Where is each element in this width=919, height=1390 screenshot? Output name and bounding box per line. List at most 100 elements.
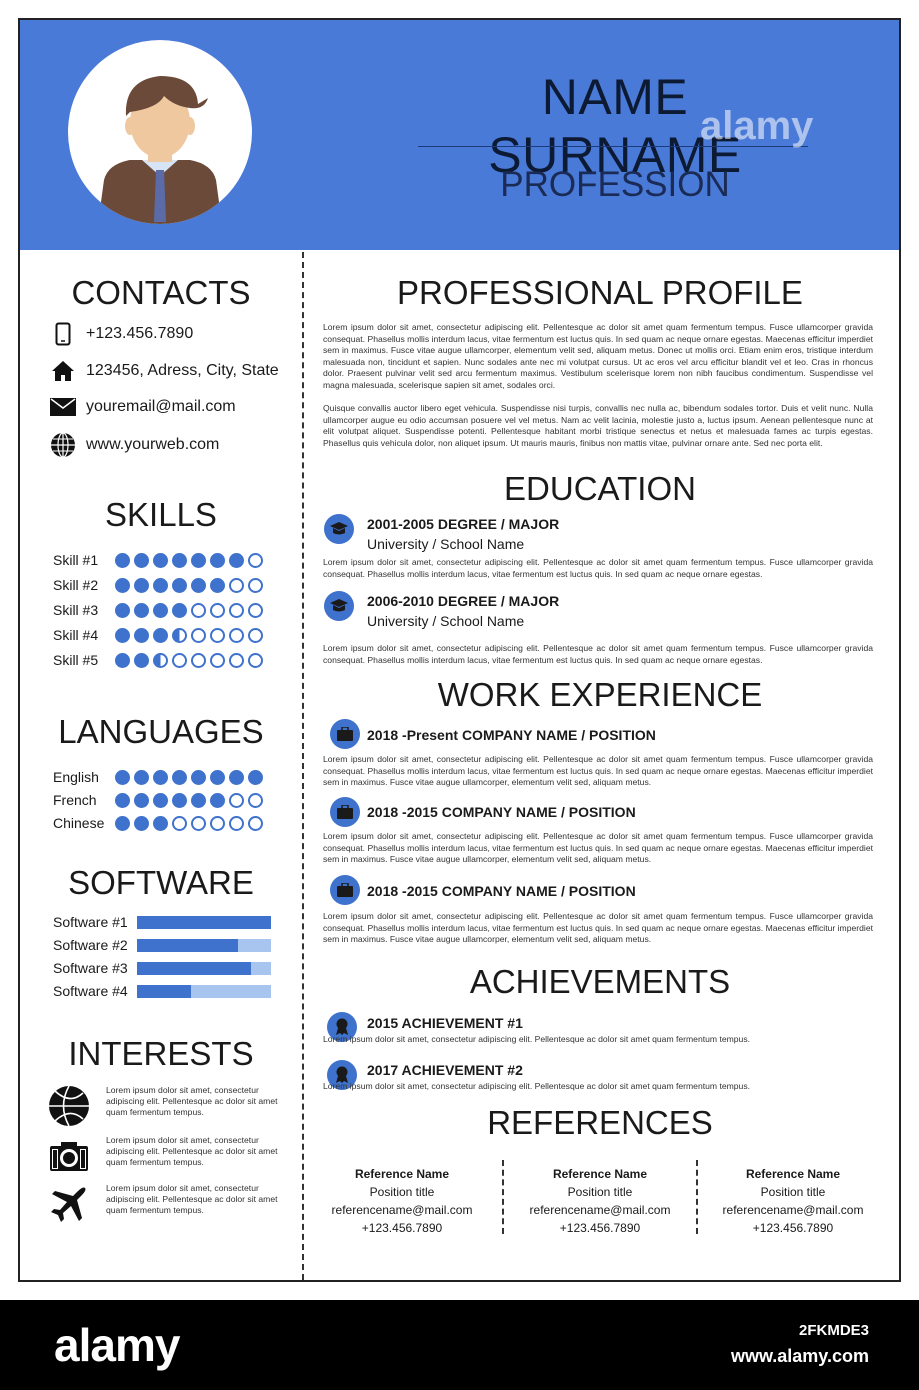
rating-dot: [134, 627, 149, 643]
rating-dot: [153, 627, 168, 643]
rating-dot: [153, 577, 168, 593]
language-row-label: English: [53, 769, 99, 785]
language-row: French: [53, 790, 267, 810]
reference-position: Position title: [369, 1185, 435, 1199]
achievement-description: Lorem ipsum dolor sit amet, consectetur …: [323, 1081, 751, 1091]
briefcase-icon: [330, 875, 360, 905]
contact-address: 123456, Adress, City, State: [50, 357, 279, 385]
contact-website: www.yourweb.com: [50, 431, 219, 459]
graduation-cap-icon: [324, 591, 354, 621]
briefcase-icon: [330, 797, 360, 827]
graduation-cap-icon: [324, 514, 354, 544]
rating-dots: [115, 552, 267, 568]
globe-icon: [50, 432, 76, 458]
language-row: Chinese: [53, 813, 267, 833]
contact-phone-text: +123.456.7890: [86, 325, 194, 342]
site-url: www.alamy.com: [730, 1346, 869, 1366]
rating-dot: [210, 652, 225, 668]
software-row: Software #1: [53, 912, 271, 932]
rating-dot: [115, 577, 130, 593]
basketball-icon: [48, 1085, 90, 1127]
education-description: Lorem ipsum dolor sit amet, consectetur …: [323, 557, 873, 579]
software-level-fill: [137, 915, 271, 929]
software-row: Software #2: [53, 935, 271, 955]
rating-dot: [172, 815, 187, 831]
resume-frame: [18, 18, 901, 1282]
name-heading: NAME SURNAME: [488, 69, 742, 183]
rating-dot: [248, 602, 263, 618]
contact-phone: +123.456.7890: [50, 320, 193, 348]
rating-dot: [134, 577, 149, 593]
interest-item: Lorem ipsum dolor sit amet, consectetur …: [48, 1135, 281, 1177]
skill-row: Skill #1: [53, 550, 267, 570]
interest-item: Lorem ipsum dolor sit amet, consectetur …: [48, 1183, 281, 1225]
airplane-icon: [48, 1183, 90, 1225]
phone-icon: [50, 321, 76, 347]
rating-dot: [229, 652, 244, 668]
skill-row: Skill #2: [53, 575, 267, 595]
education-school: University / School Name: [367, 536, 525, 552]
rating-dots: [115, 577, 267, 593]
software-title: SOFTWARE: [68, 864, 254, 901]
rating-dot: [210, 792, 225, 808]
rating-dot: [115, 792, 130, 808]
work-heading: 2018 -Present COMPANY NAME / POSITION: [367, 727, 656, 743]
work-description: Lorem ipsum dolor sit amet, consectetur …: [323, 831, 873, 865]
references-title: REFERENCES: [487, 1104, 713, 1141]
language-row-label: French: [53, 792, 97, 808]
reference-email: referencename@mail.com: [722, 1203, 864, 1217]
interests-title: INTERESTS: [68, 1035, 254, 1072]
rating-dot: [115, 769, 130, 785]
software-level-bar: [137, 915, 271, 929]
reference-card: Reference Name Position title referencen…: [703, 1165, 883, 1237]
rating-dot: [229, 792, 244, 808]
education-description: Lorem ipsum dolor sit amet, consectetur …: [323, 643, 873, 665]
software-level-fill: [137, 961, 251, 975]
software-level-bar: [137, 938, 271, 952]
rating-dot: [229, 577, 244, 593]
rating-dot: [115, 552, 130, 568]
reference-card: Reference Name Position title referencen…: [312, 1165, 492, 1237]
profession-heading: PROFESSION: [500, 165, 730, 204]
software-level-fill: [137, 984, 191, 998]
rating-dot: [115, 652, 130, 668]
rating-dot: [210, 602, 225, 618]
rating-dot: [248, 792, 263, 808]
home-icon: [50, 358, 76, 384]
column-divider: [302, 252, 304, 1280]
rating-dots: [115, 627, 267, 643]
work-description: Lorem ipsum dolor sit amet, consectetur …: [323, 911, 873, 945]
contact-email-text: youremail@mail.com: [86, 398, 236, 415]
software-row: Software #4: [53, 981, 271, 1001]
reference-phone: +123.456.7890: [361, 1221, 443, 1235]
software-label: Software #3: [53, 960, 128, 976]
rating-dot: [153, 652, 168, 668]
rating-dot: [172, 792, 187, 808]
rating-dot: [191, 769, 206, 785]
reference-name: Reference Name: [354, 1167, 450, 1181]
reference-email: referencename@mail.com: [529, 1203, 671, 1217]
language-row: English: [53, 767, 267, 787]
rating-dot: [210, 627, 225, 643]
stock-footer-bar: [0, 1300, 919, 1390]
contact-email: youremail@mail.com: [50, 393, 236, 421]
skill-row: Skill #5: [53, 650, 267, 670]
reference-name: Reference Name: [552, 1167, 648, 1181]
achievements-title: ACHIEVEMENTS: [469, 963, 731, 1000]
rating-dot: [115, 627, 130, 643]
achievement-heading: 2015 ACHIEVEMENT #1: [367, 1015, 523, 1031]
rating-dot: [248, 577, 263, 593]
rating-dot: [134, 552, 149, 568]
rating-dot: [134, 602, 149, 618]
skill-row-label: Skill #3: [53, 602, 99, 618]
rating-dot: [153, 602, 168, 618]
rating-dot: [191, 792, 206, 808]
software-level-bar: [137, 961, 271, 975]
person-avatar-icon: [98, 76, 222, 224]
contacts-title: CONTACTS: [71, 274, 251, 311]
mail-icon: [50, 394, 76, 420]
rating-dot: [191, 652, 206, 668]
rating-dot: [134, 769, 149, 785]
software-level-fill: [137, 938, 238, 952]
rating-dot: [172, 652, 187, 668]
